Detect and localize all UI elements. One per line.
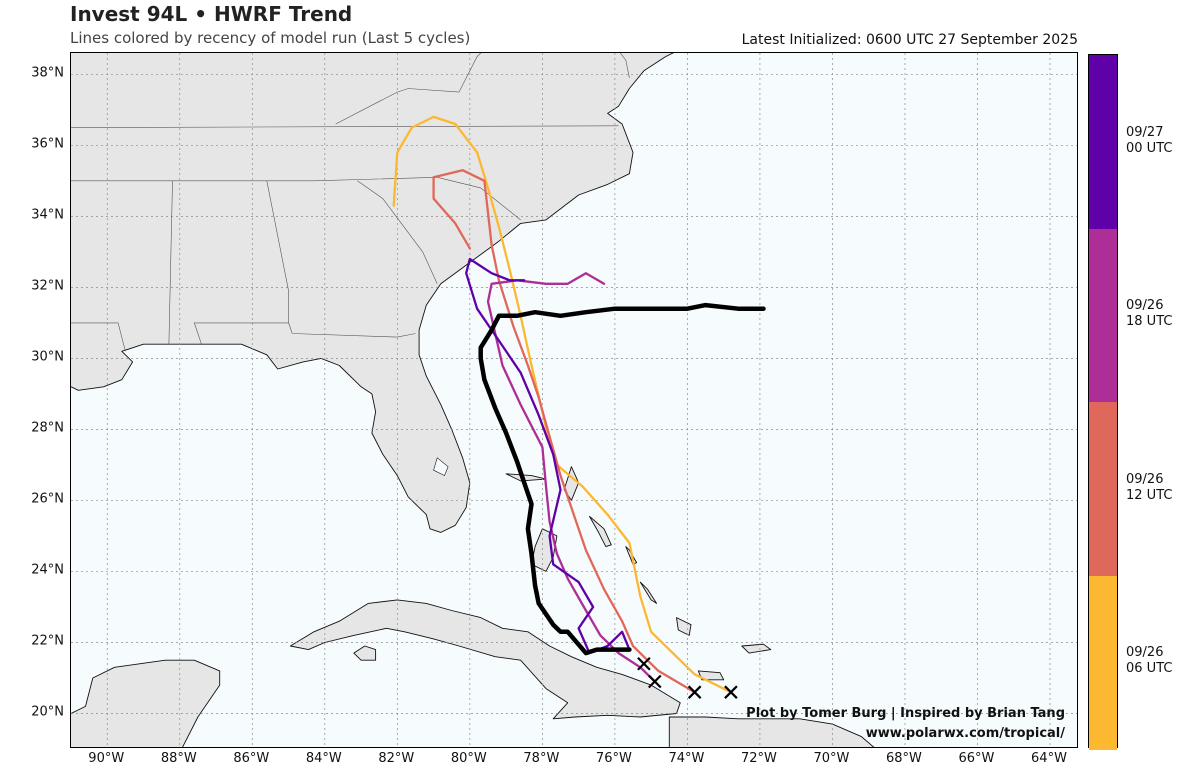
lat-tick-label: 20°N: [31, 704, 64, 720]
lat-tick-label: 36°N: [31, 136, 64, 152]
track-09-27-00-UTC: [465, 257, 631, 655]
lat-tick-label: 32°N: [31, 278, 64, 294]
lon-tick-label: 78°W: [523, 751, 560, 766]
land-caicos: [741, 643, 772, 654]
state-border-0: [71, 125, 619, 128]
land-layer: [71, 53, 1077, 747]
land-isle-of-youth: [353, 645, 377, 661]
lake-okeechobee: [433, 457, 449, 477]
track-lines: [392, 115, 766, 694]
lon-tick-label: 76°W: [595, 751, 632, 766]
colorbar-date: 09/26: [1126, 471, 1164, 487]
state-border-7: [335, 53, 482, 125]
colorbar-label: 09/26 12 UTC: [1126, 472, 1172, 504]
colorbar-label: 09/27 00 UTC: [1126, 125, 1172, 157]
land-acklins: [676, 617, 692, 636]
initialized-time: Latest Initialized: 0600 UTC 27 Septembe…: [741, 32, 1078, 48]
x-marker-stroke: [647, 674, 662, 689]
state-border-6: [288, 322, 416, 338]
map-canvas: [71, 53, 1077, 747]
lon-tick-label: 64°W: [1031, 751, 1067, 766]
lon-tick-label: 72°W: [740, 751, 777, 766]
x-marker-stroke: [687, 685, 702, 699]
start-x-marker-3: [724, 685, 738, 699]
chart-title: Invest 94L • HWRF Trend: [70, 2, 353, 26]
lat-tick-label: 30°N: [31, 349, 64, 365]
lat-tick-label: 38°N: [31, 65, 64, 81]
colorbar-hour: 06 UTC: [1126, 661, 1173, 677]
start-x-marker-1: [647, 674, 662, 689]
state-border-8: [619, 53, 630, 78]
colorbar-date: 09/27: [1126, 124, 1164, 140]
colorbar-hour: 00 UTC: [1126, 140, 1173, 156]
colorbar-hour: 12 UTC: [1126, 487, 1173, 503]
land-long-island: [639, 581, 658, 604]
colorbar-date: 09/26: [1126, 298, 1164, 314]
state-borders: [71, 53, 630, 352]
state-border-2: [357, 180, 438, 284]
lon-tick-label: 70°W: [813, 751, 850, 766]
start-markers: [637, 656, 738, 699]
chart-subtitle: Lines colored by recency of model run (L…: [70, 29, 471, 47]
x-marker-stroke: [637, 656, 651, 671]
land-hispaniola: [668, 716, 875, 747]
graticule-grid: [71, 53, 1077, 747]
colorbar-hour: 18 UTC: [1126, 314, 1173, 330]
state-border-4: [168, 180, 173, 345]
credit-author: Plot by Tomer Burg | Inspired by Brian T…: [746, 706, 1065, 721]
lon-tick-label: 68°W: [886, 751, 922, 766]
colorbar-segment: [1089, 402, 1117, 576]
track-09-27-06-UTC: [478, 302, 766, 656]
lat-tick-label: 24°N: [31, 562, 64, 578]
lat-tick-label: 28°N: [31, 420, 64, 436]
land-us-mainland: [71, 53, 674, 533]
colorbar-segment: [1089, 228, 1117, 403]
track-09-26-12-UTC: [432, 169, 696, 694]
state-border-1: [313, 176, 521, 221]
colorbar-label: 09/26 06 UTC: [1126, 645, 1172, 677]
lon-tick-label: 82°W: [378, 751, 415, 766]
land-eleuthera: [589, 515, 612, 548]
colorbar-segment: [1089, 55, 1117, 229]
lat-tick-label: 34°N: [31, 207, 64, 223]
credit-url[interactable]: www.polarwx.com/tropical/: [865, 726, 1065, 741]
track-09-26-18-UTC: [486, 272, 656, 683]
start-x-marker-0: [637, 656, 651, 671]
lon-tick-label: 86°W: [233, 751, 270, 766]
recency-colorbar: [1088, 54, 1118, 750]
colorbar-label: 09/26 18 UTC: [1126, 298, 1172, 330]
lat-tick-label: 22°N: [31, 633, 64, 649]
lon-tick-label: 80°W: [450, 751, 487, 766]
state-border-9: [71, 322, 126, 352]
map-area: Plot by Tomer Burg | Inspired by Brian T…: [70, 52, 1078, 748]
lon-tick-label: 90°W: [88, 751, 125, 766]
lon-tick-label: 88°W: [160, 751, 197, 766]
x-marker-stroke: [724, 685, 738, 699]
lat-tick-label: 26°N: [31, 491, 64, 507]
start-x-marker-2: [687, 685, 702, 699]
lon-tick-label: 84°W: [305, 751, 342, 766]
lon-tick-label: 66°W: [958, 751, 995, 766]
lon-tick-label: 74°W: [668, 751, 705, 766]
colorbar-date: 09/26: [1126, 645, 1164, 661]
land-yucatan: [71, 659, 221, 747]
colorbar-segment: [1089, 575, 1117, 750]
track-09-26-06-UTC: [392, 115, 733, 694]
